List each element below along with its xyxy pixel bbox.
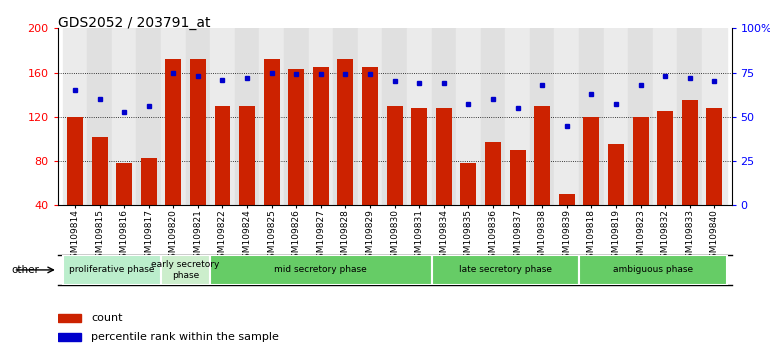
Bar: [309, 28, 333, 205]
Bar: [284, 28, 309, 205]
Bar: [235, 28, 259, 205]
Bar: [210, 28, 235, 205]
Bar: [333, 28, 358, 205]
Bar: [480, 28, 505, 205]
Bar: [263, 59, 280, 205]
Bar: [681, 100, 698, 205]
Bar: [215, 106, 230, 205]
Bar: [431, 255, 579, 285]
Bar: [67, 117, 83, 205]
Bar: [628, 28, 653, 205]
Bar: [362, 67, 378, 205]
Bar: [92, 137, 108, 205]
Bar: [456, 28, 480, 205]
Bar: [608, 144, 624, 205]
Text: early secretory
phase: early secretory phase: [152, 260, 219, 280]
Bar: [186, 28, 210, 205]
Bar: [706, 108, 722, 205]
Bar: [530, 28, 554, 205]
Bar: [141, 158, 157, 205]
Bar: [136, 28, 161, 205]
Text: GDS2052 / 203791_at: GDS2052 / 203791_at: [58, 16, 210, 30]
Bar: [112, 28, 136, 205]
Bar: [579, 28, 604, 205]
Bar: [166, 59, 181, 205]
Text: count: count: [92, 313, 123, 322]
Bar: [657, 111, 673, 205]
Bar: [383, 28, 407, 205]
Bar: [534, 106, 550, 205]
Bar: [161, 255, 210, 285]
Bar: [190, 59, 206, 205]
Bar: [116, 163, 132, 205]
Text: ambiguous phase: ambiguous phase: [613, 266, 693, 274]
Bar: [358, 28, 383, 205]
Bar: [58, 333, 82, 341]
Bar: [653, 28, 678, 205]
Text: percentile rank within the sample: percentile rank within the sample: [92, 332, 280, 342]
Bar: [431, 28, 456, 205]
Bar: [87, 28, 112, 205]
Text: mid secretory phase: mid secretory phase: [274, 266, 367, 274]
Bar: [485, 142, 501, 205]
Bar: [210, 255, 431, 285]
Bar: [678, 28, 702, 205]
Bar: [62, 28, 87, 205]
Bar: [62, 255, 161, 285]
Bar: [58, 314, 82, 322]
Text: other: other: [12, 265, 39, 275]
Bar: [407, 28, 431, 205]
Bar: [161, 28, 186, 205]
Bar: [579, 255, 727, 285]
Bar: [632, 117, 648, 205]
Bar: [313, 67, 329, 205]
Bar: [604, 28, 628, 205]
Bar: [505, 28, 530, 205]
Bar: [387, 106, 403, 205]
Bar: [510, 150, 526, 205]
Bar: [436, 108, 452, 205]
Bar: [288, 69, 304, 205]
Bar: [460, 163, 477, 205]
Bar: [584, 117, 599, 205]
Bar: [559, 194, 574, 205]
Bar: [411, 108, 427, 205]
Bar: [259, 28, 284, 205]
Text: late secretory phase: late secretory phase: [459, 266, 552, 274]
Text: proliferative phase: proliferative phase: [69, 266, 155, 274]
Bar: [554, 28, 579, 205]
Bar: [239, 106, 255, 205]
Bar: [337, 59, 353, 205]
Bar: [702, 28, 727, 205]
